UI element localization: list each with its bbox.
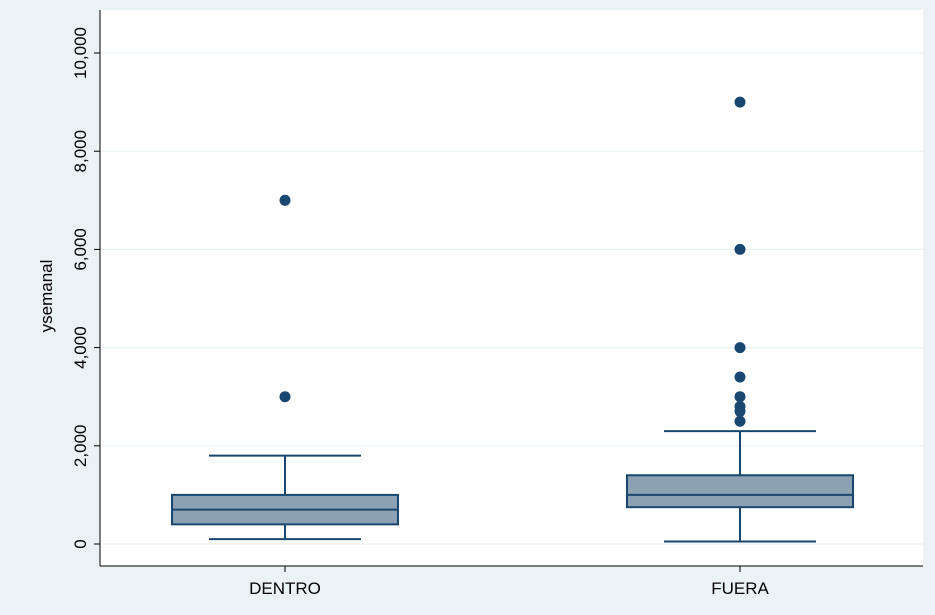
outlier-point [734, 243, 746, 255]
y-ticks: 0 2,000 4,000 6,000 8,000 10,000 [71, 27, 100, 549]
box-group-fuera [626, 96, 854, 543]
y-tick-label: 0 [71, 539, 90, 548]
x-tick-label: FUERA [711, 579, 769, 598]
y-tick-label: 10,000 [71, 27, 90, 79]
outlier-point [734, 371, 746, 383]
outlier-point [734, 415, 746, 427]
y-tick-label: 4,000 [71, 326, 90, 369]
outlier-point [734, 401, 746, 413]
grid-lines [100, 52, 923, 545]
y-tick-label: 6,000 [71, 228, 90, 271]
x-tick-label: DENTRO [249, 579, 321, 598]
outlier-point [734, 342, 746, 354]
box-group-dentro [171, 194, 399, 541]
outlier-point [734, 96, 746, 108]
y-tick-label: 8,000 [71, 130, 90, 173]
x-ticks: DENTRO FUERA [249, 566, 769, 598]
axes [99, 10, 923, 567]
outlier-point [734, 391, 746, 403]
plot-area [100, 10, 923, 566]
y-axis-title: ysemanal [37, 260, 56, 333]
outlier-point [279, 194, 291, 206]
iqr-box [626, 474, 854, 509]
y-tick-label: 2,000 [71, 425, 90, 468]
boxes [171, 96, 854, 543]
outlier-point [279, 391, 291, 403]
